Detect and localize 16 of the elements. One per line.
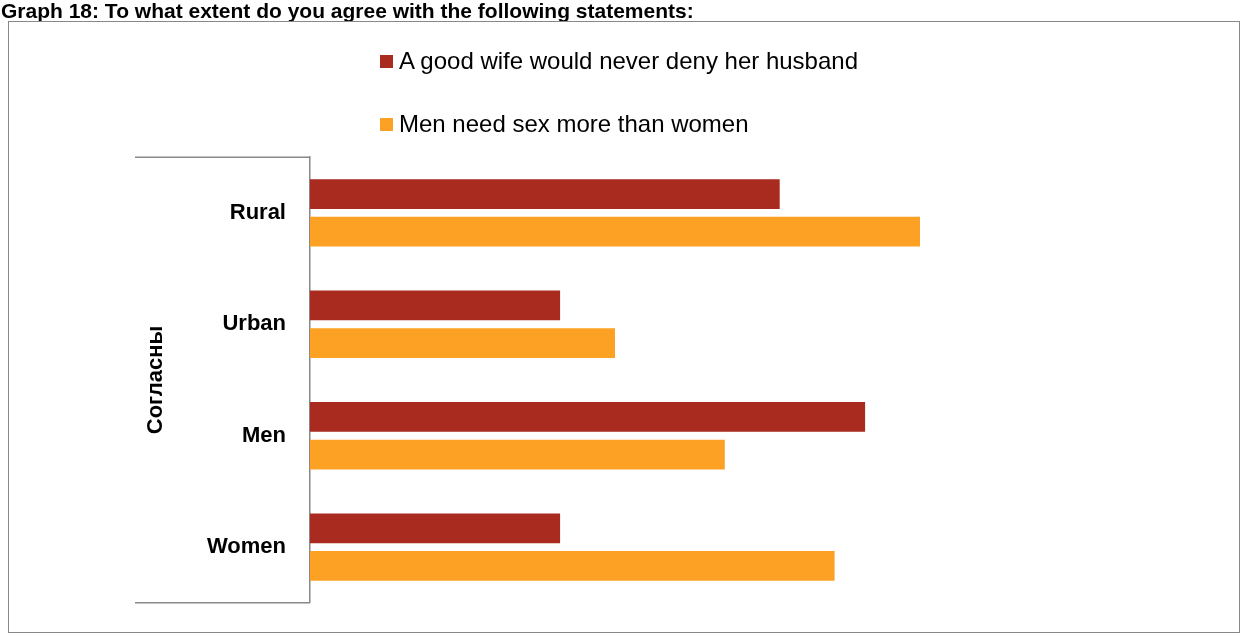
legend-label: Men need sex more than women [399,110,749,138]
y-tick-label: Women [206,533,286,559]
bar [310,402,866,432]
legend-label: A good wife would never deny her husband [399,47,858,75]
y-axis-title: Согласны [142,325,168,435]
bar [310,513,561,544]
bar [310,328,615,358]
bar [310,179,780,209]
bar [310,290,561,321]
y-tick-label: Men [242,421,286,447]
chart-title: Graph 18: To what extent do you agree with the following statements: [1,0,694,22]
bar [310,439,725,470]
bar [310,551,835,581]
y-tick-label: Urban [222,310,286,336]
y-tick-label: Rural [229,198,286,224]
bar [310,216,920,247]
